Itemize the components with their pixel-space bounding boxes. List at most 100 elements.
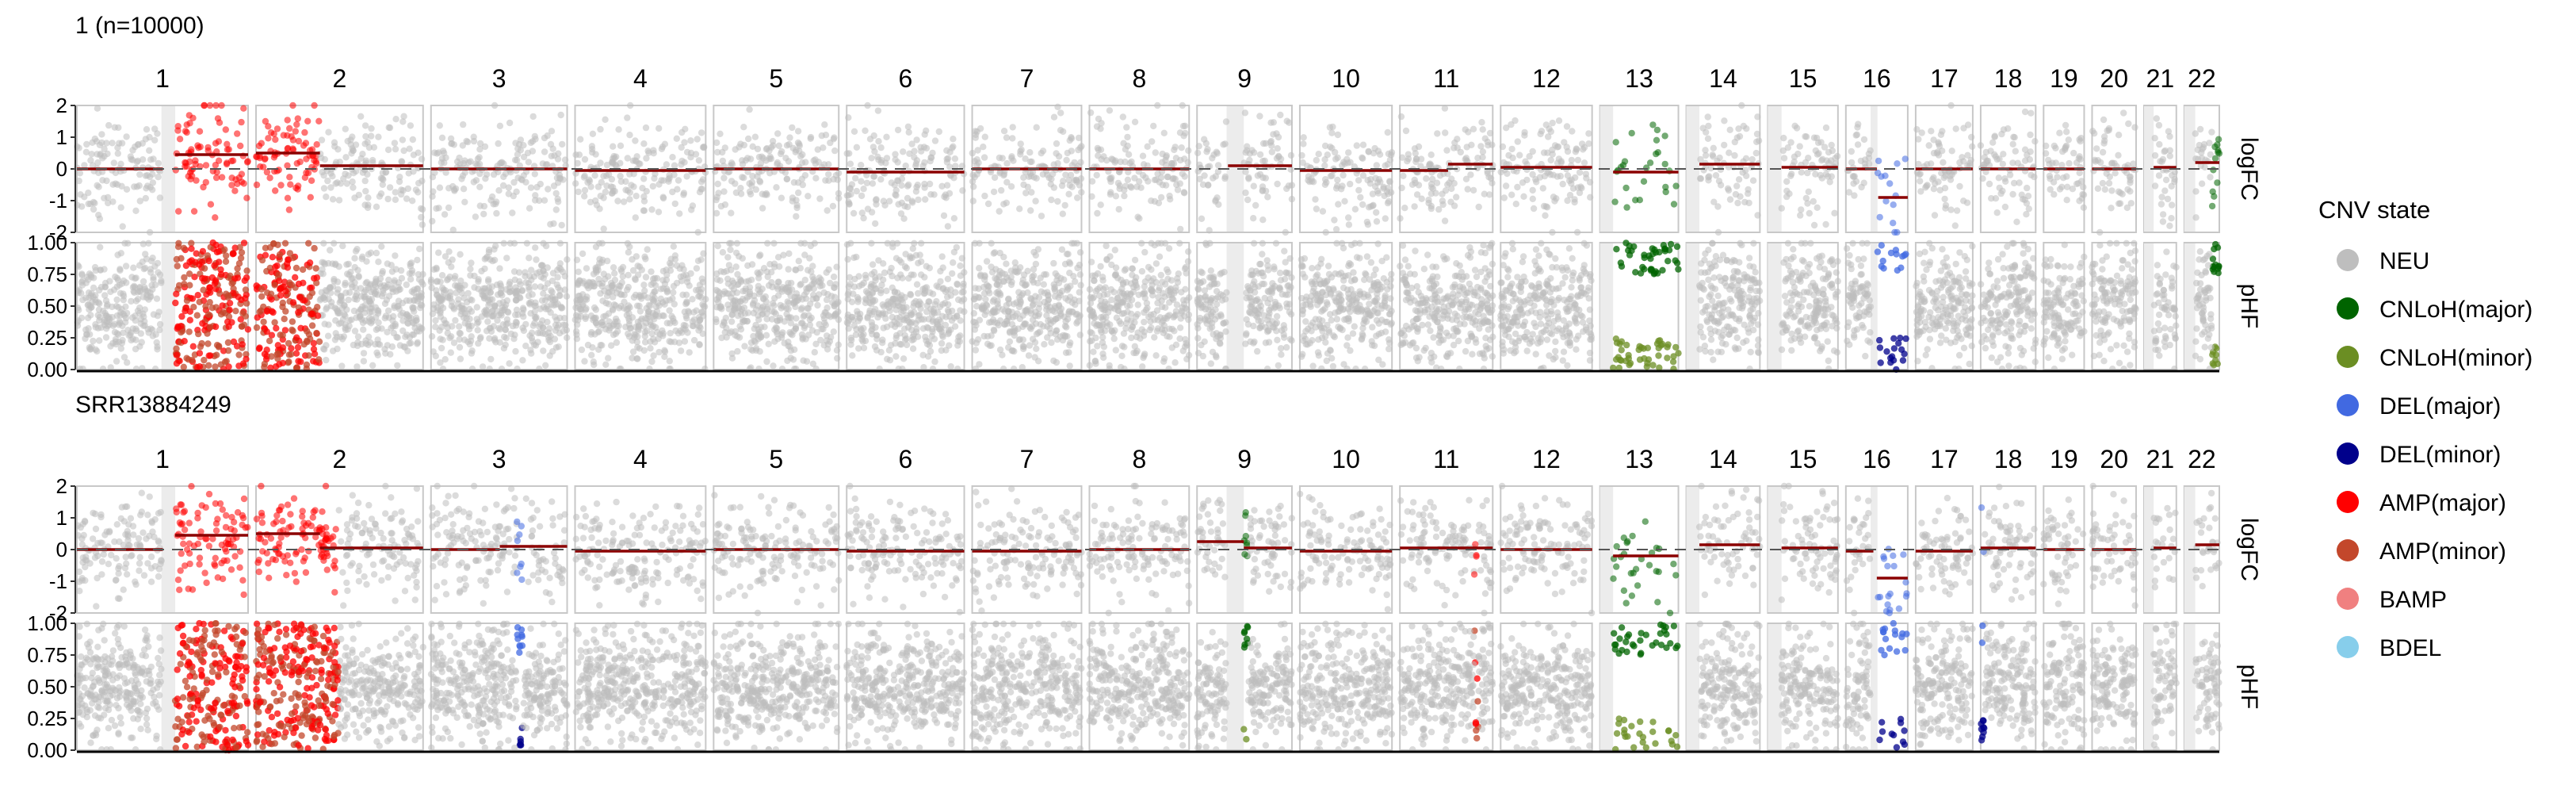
data-point <box>1780 155 1788 162</box>
data-point <box>235 351 243 358</box>
data-point <box>269 308 277 316</box>
data-point <box>598 321 606 329</box>
data-point <box>677 327 684 335</box>
data-point <box>1451 139 1458 147</box>
data-point <box>217 361 224 368</box>
centromere-band <box>161 106 176 232</box>
data-point <box>812 174 820 182</box>
data-point <box>550 182 558 190</box>
data-point <box>132 207 140 214</box>
data-point <box>793 213 800 220</box>
data-point <box>137 330 144 337</box>
data-point <box>771 294 778 302</box>
data-point <box>2080 191 2088 198</box>
data-point <box>212 304 220 311</box>
data-point <box>640 282 648 289</box>
data-point <box>1212 173 1220 180</box>
data-point <box>529 113 537 121</box>
data-point <box>669 154 676 161</box>
data-point <box>362 157 370 164</box>
data-point <box>1157 193 1165 201</box>
data-point <box>544 303 551 310</box>
data-point <box>950 215 958 222</box>
data-point <box>1321 181 1329 188</box>
data-point <box>2209 188 2216 195</box>
data-point <box>1442 129 1449 136</box>
data-point <box>334 308 342 316</box>
data-point <box>1749 155 1756 163</box>
data-point <box>493 209 500 217</box>
data-point <box>555 321 562 329</box>
data-point <box>398 274 406 282</box>
data-point <box>1020 181 1027 189</box>
data-point <box>1436 172 1444 179</box>
data-point <box>388 343 396 351</box>
data-point <box>2115 188 2123 195</box>
data-point <box>770 239 778 247</box>
data-point <box>1925 142 1932 149</box>
data-point <box>117 266 124 274</box>
data-point <box>1003 159 1011 167</box>
chromosome-label: 10 <box>1332 64 1360 93</box>
data-point <box>395 297 403 305</box>
data-point <box>217 311 225 318</box>
data-point <box>728 266 735 274</box>
data-point <box>713 286 720 294</box>
data-point <box>831 302 838 309</box>
data-point <box>1359 201 1366 209</box>
data-point <box>1026 149 1034 156</box>
data-point <box>1088 193 1095 200</box>
data-point <box>650 352 657 359</box>
data-point <box>439 284 446 292</box>
data-point <box>289 299 297 306</box>
data-point <box>1386 156 1394 163</box>
data-point <box>205 257 212 265</box>
data-point <box>1185 147 1192 155</box>
data-point <box>375 319 382 326</box>
data-point <box>673 279 681 287</box>
data-point <box>858 209 866 216</box>
data-point <box>1545 133 1552 140</box>
data-point <box>608 175 616 183</box>
data-point <box>400 147 407 155</box>
data-point <box>222 258 230 265</box>
data-point <box>136 197 143 205</box>
data-point <box>610 264 617 271</box>
data-point <box>133 159 140 166</box>
data-point <box>523 239 531 247</box>
data-point <box>156 271 164 278</box>
data-point <box>1917 178 1924 185</box>
data-point <box>334 285 342 293</box>
data-point <box>2131 124 2138 131</box>
data-point <box>1332 155 1340 163</box>
data-point <box>384 195 392 203</box>
data-point <box>945 301 952 308</box>
data-point <box>793 204 801 212</box>
data-point <box>1313 205 1320 213</box>
data-point <box>88 151 95 158</box>
data-point <box>365 341 372 348</box>
data-point <box>512 347 519 355</box>
data-point <box>396 174 403 181</box>
data-point <box>877 176 885 183</box>
data-point <box>931 137 939 144</box>
data-point <box>737 326 745 333</box>
data-point <box>687 270 694 278</box>
y-tick-label: 0.00 <box>27 358 67 381</box>
data-point <box>132 325 140 332</box>
data-point <box>671 200 678 208</box>
data-point <box>124 239 132 247</box>
data-point <box>435 205 442 212</box>
data-point <box>931 358 938 366</box>
data-point <box>1643 164 1650 171</box>
data-point <box>641 328 649 336</box>
data-point <box>677 347 685 354</box>
data-point <box>190 304 197 311</box>
data-point <box>201 265 208 272</box>
data-point <box>110 159 117 167</box>
data-point <box>578 346 586 354</box>
data-point <box>2101 186 2108 193</box>
data-point <box>801 239 808 247</box>
data-point <box>1717 182 1725 189</box>
data-point <box>1979 175 1986 182</box>
